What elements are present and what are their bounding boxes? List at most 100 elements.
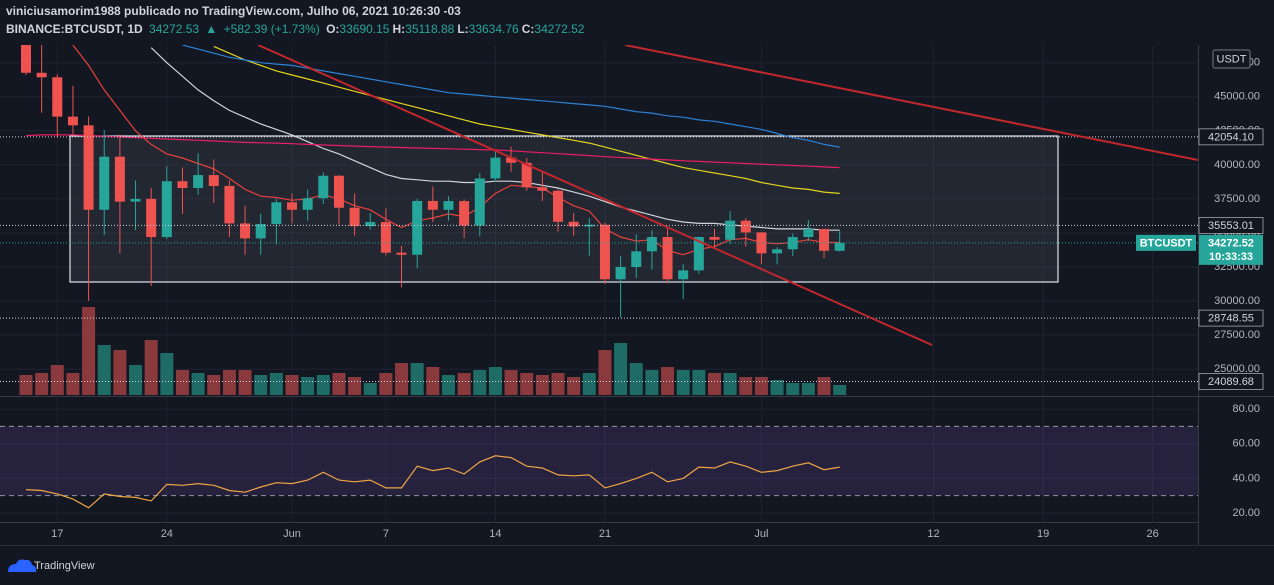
change: +582.39 (+1.73%) <box>223 22 320 36</box>
candle-body <box>599 224 610 280</box>
y-tick-label: 40000.00 <box>1214 159 1260 171</box>
last-price-label: 34272.52 <box>1208 237 1254 249</box>
price-level-tag <box>1198 373 1264 390</box>
volume-bar <box>801 383 815 395</box>
ohlc-label: O: <box>326 22 340 36</box>
x-tick-label: 24 <box>161 528 173 540</box>
candle-body <box>412 200 423 255</box>
x-tick-label: 12 <box>927 528 939 540</box>
price-level-tag <box>1198 309 1264 327</box>
price-level-label: 24089.68 <box>1208 376 1254 388</box>
ohlc-label: C: <box>521 22 535 36</box>
candle-body <box>365 222 376 227</box>
volume-bar <box>504 370 518 395</box>
volume-bar <box>191 373 205 395</box>
volume-bar <box>707 373 721 395</box>
volume-bar <box>254 375 268 395</box>
candle-body <box>646 237 657 252</box>
volume-bar <box>551 373 565 395</box>
candle-body <box>287 202 298 210</box>
candle-body <box>349 207 360 227</box>
candle-body <box>396 252 407 255</box>
symbol-tag <box>1136 234 1196 251</box>
volume-bar <box>66 373 80 395</box>
legend-line: BINANCE:BTCUSDT, 1D 34272.53 ▲ +582.39 (… <box>6 22 590 36</box>
volume-bar <box>301 377 315 395</box>
volume-bar <box>285 375 299 395</box>
price-pane <box>0 45 1198 395</box>
candle-body <box>208 175 219 186</box>
trendline <box>624 45 1198 161</box>
moving-average <box>25 134 840 169</box>
moving-average <box>182 45 840 148</box>
candle-body <box>537 187 548 191</box>
candle-body <box>584 224 595 227</box>
candle-body <box>52 77 63 117</box>
volume-bar <box>426 367 440 395</box>
price-level-label: 42054.10 <box>1208 131 1254 143</box>
volume-bar <box>520 373 534 395</box>
volume-bar <box>676 370 690 395</box>
y-tick-label: 30000.00 <box>1214 295 1260 307</box>
candle-body <box>302 198 313 210</box>
ohlc-value: 33690.15 <box>339 22 390 36</box>
candle-body <box>114 156 125 202</box>
volume-bar <box>113 350 127 395</box>
candle-body <box>271 202 282 225</box>
candle-body <box>834 242 845 251</box>
volume-bar <box>817 377 831 395</box>
symbol-tag-label: BTCUSDT <box>1140 237 1193 249</box>
volume-bar <box>395 363 409 395</box>
rsi-pane <box>0 425 1198 509</box>
volume-bar <box>50 365 64 395</box>
ohlc-value: 33634.76 <box>468 22 519 36</box>
rsi-tick-label: 60.00 <box>1232 438 1260 450</box>
y-tick-label: 37500.00 <box>1214 193 1260 205</box>
range-box <box>69 135 1059 283</box>
rsi-tick-label: 80.00 <box>1232 403 1260 415</box>
price-level-tag <box>1198 217 1264 234</box>
volume-bar <box>692 370 706 395</box>
candle-body <box>709 237 720 240</box>
candle-body <box>255 224 266 239</box>
ohlc-label: H: <box>392 22 406 36</box>
footer-logo <box>8 559 37 572</box>
volume-bar <box>567 377 581 395</box>
volume-bar <box>332 373 346 395</box>
candle-body <box>803 228 814 238</box>
volume-bar <box>535 375 549 395</box>
volume-bar <box>441 375 455 395</box>
grid-layer <box>0 45 1198 522</box>
x-tick-label: 19 <box>1037 528 1049 540</box>
volume-bar <box>582 373 596 395</box>
rsi-tick-label: 40.00 <box>1232 472 1260 484</box>
volume-bar <box>269 373 283 395</box>
volume-bar <box>82 307 96 395</box>
trendline <box>257 45 933 346</box>
x-tick-label: 26 <box>1146 528 1158 540</box>
volume-bar <box>488 367 502 395</box>
candle-body <box>490 157 501 179</box>
volume-bar <box>379 373 393 395</box>
volume-bar <box>316 375 330 395</box>
volume-bar <box>207 375 221 395</box>
author-text: viniciusamorim1988 publicado no TradingV… <box>6 4 461 18</box>
candle-body <box>67 116 78 126</box>
volume-bar <box>739 377 753 395</box>
change-arrow: ▲ <box>205 22 218 36</box>
candle-body <box>772 249 783 254</box>
volume-bar <box>97 345 111 395</box>
x-tick-label: 17 <box>51 528 63 540</box>
candle-body <box>819 228 830 251</box>
x-tick-label: Jun <box>283 528 301 540</box>
volume-bar <box>363 383 377 395</box>
last-price-tag <box>1199 234 1263 265</box>
volume-bar <box>614 343 628 395</box>
candle-body <box>443 201 454 210</box>
footer-brand: TradingView <box>34 560 95 572</box>
candle-body <box>725 220 736 240</box>
logo-icon <box>8 559 37 572</box>
candle-body <box>568 221 579 227</box>
